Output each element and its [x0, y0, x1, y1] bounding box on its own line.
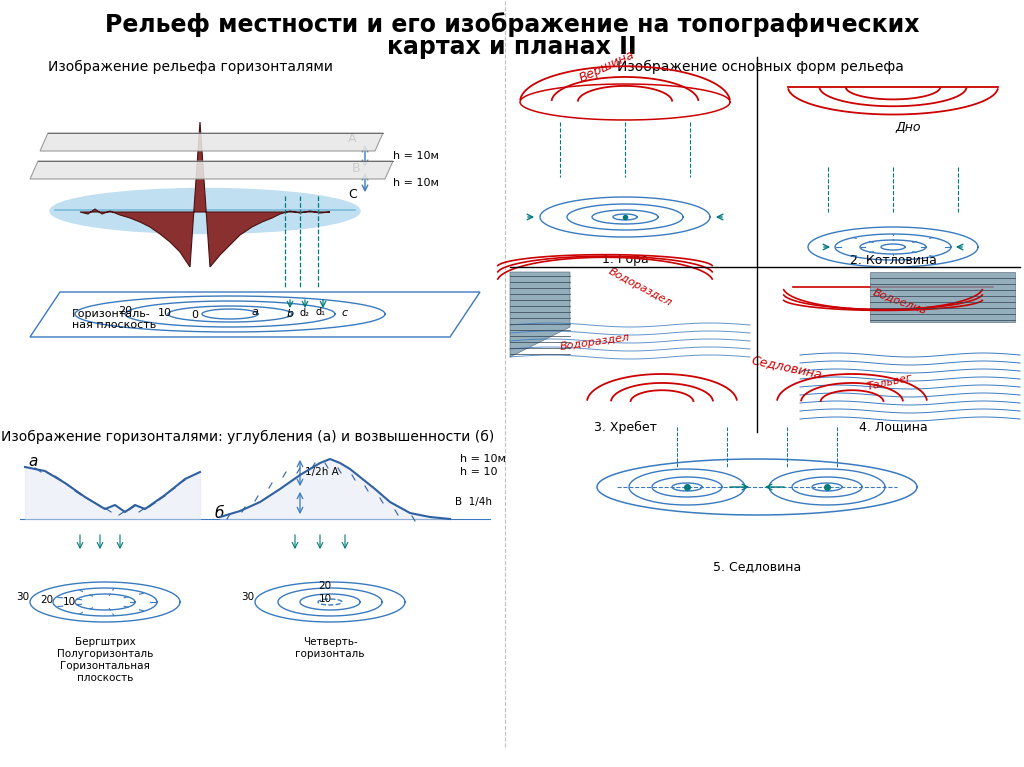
Polygon shape: [510, 272, 570, 357]
Text: h = 10м: h = 10м: [393, 178, 439, 188]
Text: 1. Гора: 1. Гора: [602, 254, 648, 266]
Polygon shape: [30, 292, 480, 337]
Text: Изображение основных форм рельефа: Изображение основных форм рельефа: [616, 60, 903, 74]
Text: h = 10м: h = 10м: [460, 454, 506, 464]
Text: 3. Хребет: 3. Хребет: [594, 420, 656, 433]
Text: плоскость: плоскость: [77, 673, 133, 683]
Polygon shape: [30, 161, 393, 179]
Text: C: C: [348, 189, 356, 202]
Text: h = 10: h = 10: [460, 467, 498, 477]
Text: 4. Лощина: 4. Лощина: [859, 420, 928, 433]
Text: картах и планах II: картах и планах II: [387, 35, 637, 59]
Text: Водораздел: Водораздел: [606, 266, 674, 308]
Text: Бергштрих: Бергштрих: [75, 637, 135, 647]
Text: Полугоризонталь: Полугоризонталь: [56, 649, 154, 659]
Polygon shape: [80, 122, 330, 267]
Text: Горизонтальная: Горизонтальная: [60, 661, 150, 671]
Text: Вершина: Вершина: [578, 48, 637, 85]
Text: ная плоскость: ная плоскость: [72, 320, 157, 330]
Text: 20: 20: [318, 581, 332, 591]
Text: 5. Седловина: 5. Седловина: [713, 561, 801, 574]
Text: 0: 0: [191, 310, 199, 320]
Text: B: B: [352, 163, 360, 176]
Text: B  1/4h: B 1/4h: [455, 497, 492, 507]
Text: a: a: [252, 307, 258, 317]
Text: Седловина: Седловина: [751, 353, 823, 381]
Text: Дно: Дно: [895, 120, 921, 133]
Text: 30: 30: [16, 592, 30, 602]
Text: Изображение горизонталями: углубления (а) и возвышенности (б): Изображение горизонталями: углубления (а…: [1, 430, 495, 444]
Text: Четверть-: Четверть-: [303, 637, 357, 647]
Text: Тальвег: Тальвег: [866, 372, 913, 392]
Text: 10: 10: [318, 594, 332, 604]
Text: Изображение рельефа горизонталями: Изображение рельефа горизонталями: [47, 60, 333, 74]
Text: Горизонталь-: Горизонталь-: [72, 309, 151, 319]
Text: б: б: [215, 506, 224, 522]
Text: Рельеф местности и его изображение на топографических: Рельеф местности и его изображение на то…: [104, 12, 920, 38]
Text: d₂: d₂: [300, 308, 310, 318]
Polygon shape: [870, 272, 1015, 322]
Text: 30: 30: [242, 592, 255, 602]
Text: 10: 10: [158, 308, 172, 318]
Text: A: A: [348, 133, 356, 146]
Text: c: c: [342, 308, 348, 318]
Text: b: b: [287, 309, 294, 319]
Text: 2. Котловина: 2. Котловина: [850, 254, 936, 266]
Text: 20: 20: [40, 595, 53, 605]
Text: h = 10м: h = 10м: [393, 151, 439, 161]
Polygon shape: [40, 133, 383, 151]
Text: Водоелив: Водоелив: [871, 288, 929, 316]
Text: d₁: d₁: [315, 307, 325, 317]
Ellipse shape: [50, 189, 360, 233]
Text: 20: 20: [118, 306, 132, 316]
Text: 1/2h A: 1/2h A: [305, 467, 339, 477]
Text: 10: 10: [62, 597, 76, 607]
Text: горизонталь: горизонталь: [295, 649, 365, 659]
Text: Водораздел: Водораздел: [559, 332, 631, 352]
Text: а: а: [28, 455, 37, 469]
